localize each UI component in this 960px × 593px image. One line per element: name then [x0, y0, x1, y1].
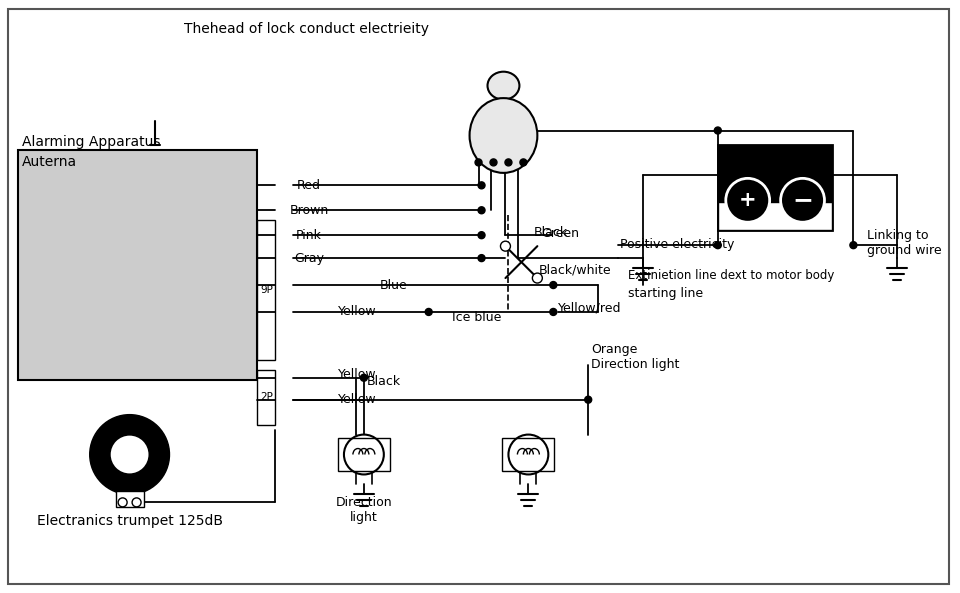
Text: Green: Green	[541, 227, 579, 240]
Text: Orange: Orange	[591, 343, 637, 356]
Bar	[257, 370, 276, 425]
Circle shape	[360, 374, 368, 381]
Text: +: +	[739, 190, 756, 211]
Circle shape	[100, 425, 159, 484]
Text: Gray: Gray	[294, 251, 324, 264]
Text: Pink: Pink	[296, 229, 322, 242]
Text: Yellow: Yellow	[338, 368, 376, 381]
Circle shape	[344, 435, 384, 474]
Circle shape	[714, 242, 721, 248]
Text: Black: Black	[534, 226, 567, 239]
Circle shape	[118, 498, 127, 507]
Text: Black: Black	[367, 375, 401, 388]
Text: Auterna: Auterna	[22, 155, 77, 170]
Circle shape	[780, 178, 825, 222]
Text: Positive electricity: Positive electricity	[620, 238, 734, 251]
Circle shape	[726, 178, 770, 222]
Circle shape	[425, 308, 432, 315]
Circle shape	[478, 207, 485, 213]
Circle shape	[478, 254, 485, 262]
Circle shape	[533, 273, 542, 283]
Circle shape	[509, 435, 548, 474]
Text: Brown: Brown	[289, 204, 328, 217]
Bar	[338, 438, 390, 471]
Bar	[718, 202, 832, 230]
Text: 9P: 9P	[260, 285, 273, 295]
Circle shape	[109, 435, 150, 474]
Circle shape	[505, 159, 512, 166]
Circle shape	[478, 232, 485, 238]
Circle shape	[550, 308, 557, 315]
Circle shape	[550, 282, 557, 289]
Text: Direction light: Direction light	[591, 358, 680, 371]
Text: Ice blue: Ice blue	[451, 311, 501, 324]
Bar	[257, 220, 276, 360]
Text: Thehead of lock conduct electrieity: Thehead of lock conduct electrieity	[184, 22, 429, 36]
Circle shape	[714, 127, 721, 134]
Circle shape	[132, 498, 141, 507]
Circle shape	[475, 159, 482, 166]
Text: Yellow: Yellow	[338, 305, 376, 318]
Text: 2P: 2P	[260, 392, 273, 401]
Circle shape	[585, 396, 591, 403]
Text: Alarming Apparatus: Alarming Apparatus	[22, 135, 160, 149]
Bar	[718, 145, 832, 230]
Circle shape	[89, 415, 170, 495]
Circle shape	[850, 242, 857, 248]
Text: starting line: starting line	[628, 286, 704, 299]
Ellipse shape	[469, 98, 538, 173]
Text: Yellow: Yellow	[338, 393, 376, 406]
Ellipse shape	[488, 72, 519, 100]
Text: Electranics trumpet 125dB: Electranics trumpet 125dB	[36, 514, 223, 528]
Text: Yellow/red: Yellow/red	[559, 301, 622, 314]
Bar	[18, 151, 257, 380]
Text: Extinietion line dext to motor body: Extinietion line dext to motor body	[628, 269, 834, 282]
Text: Black/white: Black/white	[539, 263, 611, 276]
Circle shape	[490, 159, 497, 166]
Circle shape	[478, 182, 485, 189]
Text: −: −	[792, 189, 813, 212]
Text: Blue: Blue	[380, 279, 408, 292]
Circle shape	[520, 159, 527, 166]
Text: Linking to
ground wire: Linking to ground wire	[867, 229, 942, 257]
Bar	[115, 492, 144, 508]
Text: Red: Red	[297, 179, 321, 192]
Circle shape	[500, 241, 511, 251]
Text: Direction
light: Direction light	[336, 496, 393, 524]
Bar	[502, 438, 554, 471]
